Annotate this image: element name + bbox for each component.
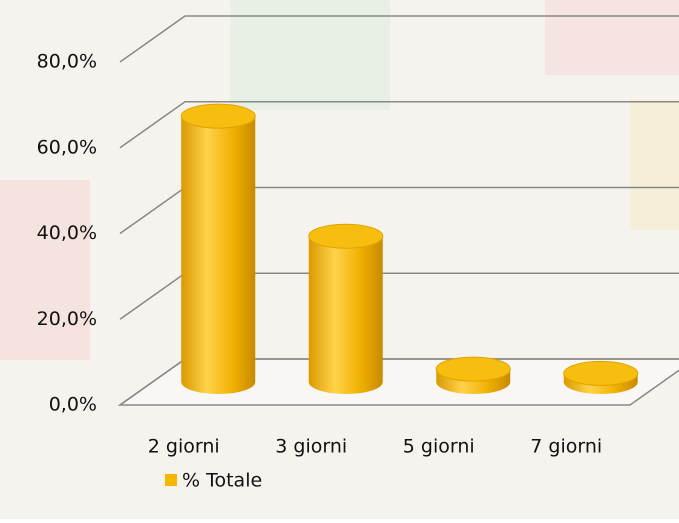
y-tick-label: 0,0% <box>49 394 97 416</box>
bg-shape <box>230 0 390 110</box>
y-tick-label: 80,0% <box>37 51 97 73</box>
x-tick-label: 7 giorni <box>530 436 602 458</box>
bar <box>308 223 384 395</box>
bg-shape <box>545 0 679 75</box>
bar-body <box>308 236 383 395</box>
bar <box>435 356 511 395</box>
x-tick-label: 2 giorni <box>148 436 220 458</box>
x-tick-label: 3 giorni <box>275 436 347 458</box>
bg-shape <box>0 180 90 360</box>
grid-line <box>119 101 679 149</box>
y-tick-label: 20,0% <box>37 308 97 330</box>
bg-shape <box>630 100 679 230</box>
y-tick-label: 40,0% <box>37 222 97 244</box>
bar <box>180 103 256 395</box>
legend-label: % Totale <box>182 470 262 492</box>
bar-top <box>308 223 384 249</box>
bar <box>563 360 639 395</box>
bar-body <box>181 116 256 395</box>
y-tick-label: 60,0% <box>37 136 97 158</box>
grid-line <box>119 15 679 63</box>
bar-top <box>435 356 511 382</box>
legend-swatch <box>165 474 177 486</box>
x-tick-label: 5 giorni <box>403 436 475 458</box>
bar-top <box>563 360 639 386</box>
bar-top <box>180 103 256 129</box>
